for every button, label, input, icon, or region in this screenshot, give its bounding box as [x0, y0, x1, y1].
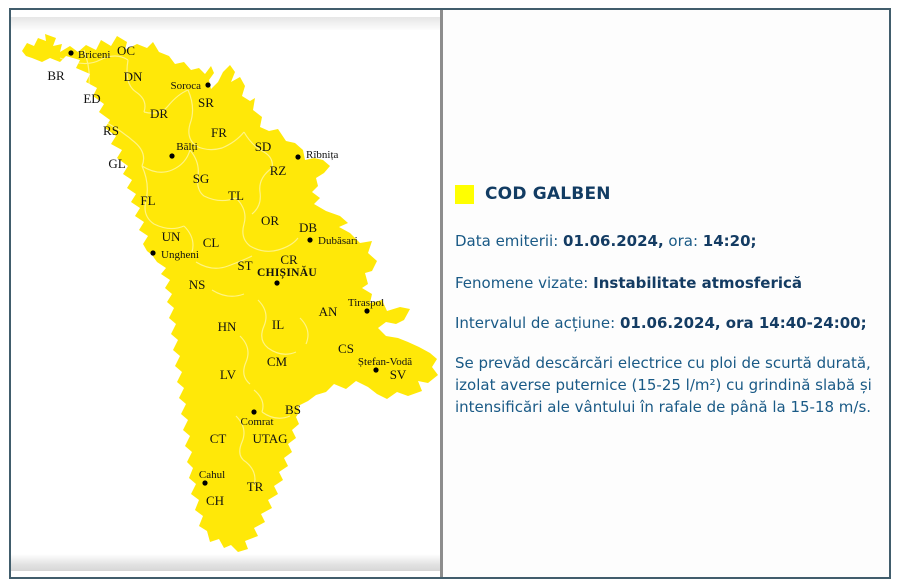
city-dot-dubasari — [307, 237, 313, 243]
interval-value: 01.06.2024, ora 14:40-24:00; — [619, 314, 867, 332]
city-label-ungheni: Ungheni — [161, 249, 199, 261]
phenomena-prefix: Fenomene vizate: — [455, 274, 589, 292]
city-dot-briceni — [68, 50, 74, 56]
district-label-rz: RZ — [270, 163, 287, 178]
district-label-st: ST — [237, 258, 252, 273]
map-panel: OC BR DN ED SR DR RS FR SD GL RZ SG TL FL OR DB UN CL CR ST… — [11, 10, 440, 577]
interval-line: Intervalul de acțiune: 01.06.2024, ora 1… — [455, 314, 867, 332]
warning-level-label: COD GALBEN — [485, 184, 611, 204]
district-label-un: UN — [162, 229, 181, 244]
city-label-dubasari: Dubăsari — [318, 235, 358, 247]
district-label-cs: CS — [338, 341, 354, 356]
district-label-oc: OC — [117, 43, 135, 58]
description-line-3: intensificări ale vântului în rafale de … — [455, 398, 872, 416]
city-dot-tiraspol — [364, 308, 370, 314]
district-label-or: OR — [261, 213, 279, 228]
panel-divider — [440, 10, 443, 577]
district-label-fr: FR — [211, 125, 227, 140]
city-label-soroca: Soroca — [170, 80, 201, 92]
district-label-tr: TR — [247, 479, 264, 494]
phenomena-value: Instabilitate atmosferică — [593, 274, 803, 292]
district-label-tl: TL — [228, 188, 244, 203]
district-boundaries — [59, 49, 309, 487]
city-dot-cahul — [202, 480, 208, 486]
city-dot-soroca — [205, 82, 211, 88]
district-label-sd: SD — [255, 139, 272, 154]
district-label-cl: CL — [203, 235, 220, 250]
district-label-db: DB — [299, 220, 317, 235]
city-label-comrat: Comrat — [241, 416, 274, 428]
warning-legend: COD GALBEN — [455, 184, 611, 204]
district-label-ch: CH — [206, 493, 224, 508]
city-label-briceni: Briceni — [78, 49, 110, 61]
district-label-rs: RS — [103, 123, 119, 138]
moldova-map: OC BR DN ED SR DR RS FR SD GL RZ SG TL FL OR DB UN CL CR ST… — [22, 34, 438, 552]
description-line-2: izolat averse puternice (15-25 l/m²) cu … — [455, 376, 872, 394]
district-label-cm: CM — [267, 354, 288, 369]
district-label-gl: GL — [108, 156, 125, 171]
district-label-sr: SR — [198, 95, 214, 110]
issued-line: Data emiterii: 01.06.2024, ora: 14:20; — [455, 232, 757, 250]
district-label-dn: DN — [124, 69, 143, 84]
district-label-ns: NS — [189, 277, 206, 292]
district-label-an: AN — [319, 304, 338, 319]
city-label-chisinau: CHIȘINĂU — [257, 265, 317, 280]
issued-date: 01.06.2024, — [563, 232, 664, 250]
issued-prefix: Data emiterii: — [455, 232, 559, 250]
issued-ora-label: ora: — [668, 232, 699, 250]
city-dot-stefan-voda — [373, 367, 379, 373]
description-line-1: Se prevăd descărcări electrice cu ploi d… — [455, 354, 871, 372]
district-label-sg: SG — [193, 171, 210, 186]
city-dot-ungheni — [150, 250, 156, 256]
city-dot-ribnita — [295, 154, 301, 160]
district-label-br: BR — [47, 68, 65, 83]
warning-color-swatch — [455, 184, 474, 204]
city-dot-comrat — [251, 409, 257, 415]
district-label-ed: ED — [83, 91, 100, 106]
map-top-gradient — [11, 17, 440, 30]
map-bottom-gradient — [11, 554, 440, 571]
district-label-ct: CT — [210, 431, 227, 446]
city-dot-chisinau — [274, 280, 280, 286]
district-label-sv: SV — [390, 367, 407, 382]
issued-time: 14:20; — [702, 232, 757, 250]
district-label-lv: LV — [220, 367, 237, 382]
district-label-cr: CR — [280, 252, 298, 267]
district-label-utag: UTAG — [252, 431, 287, 446]
interval-prefix: Intervalul de acțiune: — [455, 314, 616, 332]
alert-description: Se prevăd descărcări electrice cu ploi d… — [455, 352, 900, 418]
city-label-cahul: Cahul — [199, 469, 225, 481]
district-label-dr: DR — [150, 106, 168, 121]
city-label-ribnita: Rîbnița — [306, 149, 339, 161]
district-label-il: IL — [272, 317, 284, 332]
district-label-bs: BS — [285, 402, 301, 417]
district-label-fl: FL — [140, 193, 155, 208]
map-region-polygon — [22, 34, 438, 552]
city-dot-balti — [169, 153, 175, 159]
phenomena-line: Fenomene vizate: Instabilitate atmosferi… — [455, 274, 802, 292]
city-label-tiraspol: Tiraspol — [348, 297, 384, 309]
city-label-stefan-voda: Ștefan-Vodă — [358, 356, 412, 368]
district-label-hn: HN — [218, 319, 237, 334]
alert-frame: OC BR DN ED SR DR RS FR SD GL RZ SG TL FL OR DB UN CL CR ST… — [9, 8, 891, 579]
alert-text-panel: COD GALBEN Data emiterii: 01.06.2024, or… — [443, 10, 889, 577]
city-label-balti: Bălți — [176, 141, 197, 153]
